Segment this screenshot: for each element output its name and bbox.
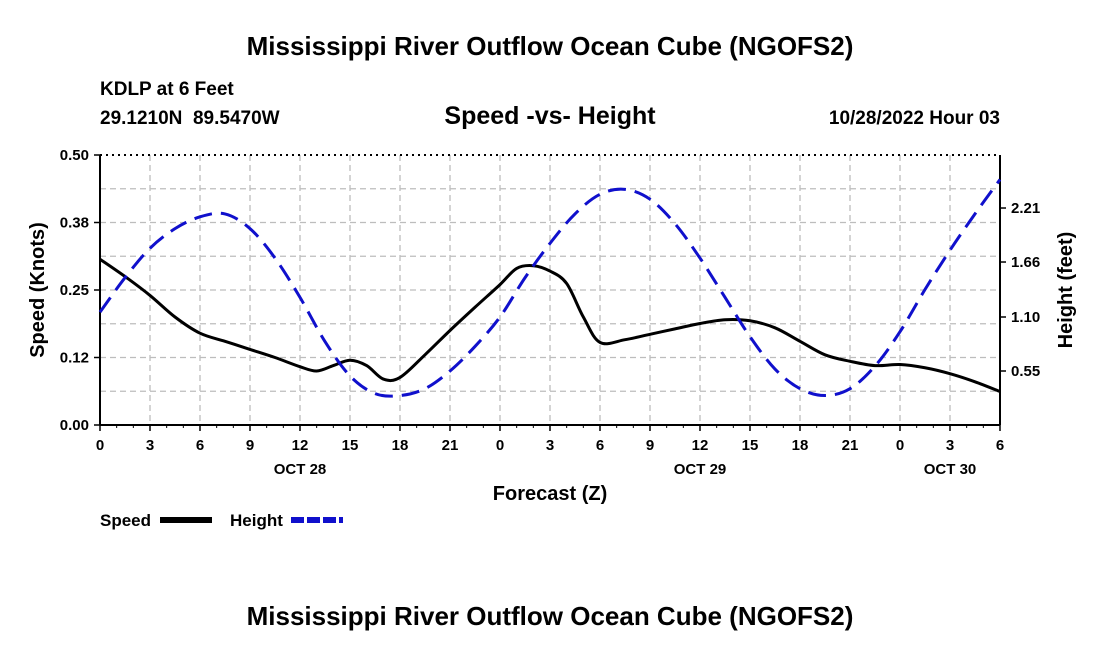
x-tick-label: 18 <box>392 437 409 454</box>
x-tick-label: 3 <box>946 437 954 454</box>
x-day-label: OCT 29 <box>674 461 727 478</box>
x-day-label: OCT 28 <box>274 461 327 478</box>
station-coords: 29.1210N 89.5470W <box>100 108 280 129</box>
legend: Speed Height <box>100 511 343 530</box>
y-tick-label: 0.12 <box>60 350 89 367</box>
x-day-label: OCT 30 <box>924 461 977 478</box>
y2-tick-label: 0.55 <box>1011 363 1040 380</box>
forecast-datetime: 10/28/2022 Hour 03 <box>829 108 1000 129</box>
x-tick-label: 3 <box>546 437 554 454</box>
x-tick-label: 0 <box>496 437 504 454</box>
y2-tick-label: 1.10 <box>1011 309 1040 326</box>
x-tick-label: 12 <box>692 437 709 454</box>
main-title: Mississippi River Outflow Ocean Cube (NG… <box>247 31 854 61</box>
x-tick-label: 15 <box>342 437 359 454</box>
height-line <box>98 178 1002 398</box>
station-name: KDLP at 6 Feet <box>100 79 234 100</box>
legend-speed-label: Speed <box>100 511 151 530</box>
x-tick-label: 9 <box>246 437 254 454</box>
x-tick-label: 9 <box>646 437 654 454</box>
x-tick-label: 12 <box>292 437 309 454</box>
x-tick-label: 6 <box>196 437 204 454</box>
x-tick-label: 15 <box>742 437 759 454</box>
chart-title: Speed -vs- Height <box>444 102 656 130</box>
repeat-title: Mississippi River Outflow Ocean Cube (NG… <box>247 601 854 631</box>
x-tick-label: 6 <box>596 437 604 454</box>
y-axis-label: Speed (Knots) <box>27 222 49 358</box>
y2-tick-label: 1.66 <box>1011 254 1040 271</box>
x-tick-label: 21 <box>842 437 859 454</box>
y-tick-label: 0.50 <box>60 147 89 164</box>
y-tick-label: 0.00 <box>60 417 89 434</box>
data-series <box>98 178 1002 398</box>
axis-ticks: 0 3 6 9 12 15 18 21 0 3 6 9 12 15 18 21 0 3 6 OCT 28 OCT 29 O… <box>60 147 1040 478</box>
grid-lines <box>100 155 1000 425</box>
x-tick-label: 18 <box>792 437 809 454</box>
legend-height-label: Height <box>230 511 283 530</box>
y-tick-label: 0.38 <box>60 215 89 232</box>
x-tick-label: 0 <box>96 437 104 454</box>
x-axis-label: Forecast (Z) <box>493 483 607 505</box>
x-tick-label: 0 <box>896 437 904 454</box>
x-tick-label: 3 <box>146 437 154 454</box>
y-tick-label: 0.25 <box>60 282 89 299</box>
y2-tick-label: 2.21 <box>1011 200 1040 217</box>
x-tick-label: 6 <box>996 437 1004 454</box>
y2-axis-label: Height (feet) <box>1055 232 1077 349</box>
x-tick-label: 21 <box>442 437 459 454</box>
